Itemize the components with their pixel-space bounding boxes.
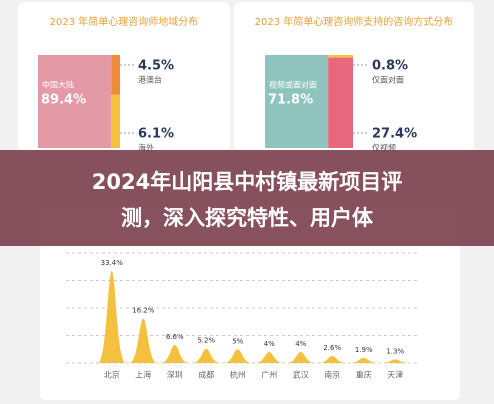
x-tick-label: 成都 (198, 370, 214, 380)
segment-name: 海外 (138, 143, 154, 153)
peak (223, 349, 252, 363)
peak (160, 344, 189, 363)
segment-name: 视频或面对面 (269, 80, 317, 90)
peak (192, 348, 221, 363)
x-tick-label: 武汉 (293, 370, 309, 380)
peak (318, 355, 347, 363)
segment-label: 71.8% (268, 93, 313, 108)
banner-text: 2024年山阳县中村镇最新项目评 (92, 170, 402, 194)
peak (255, 352, 284, 363)
x-tick-label: 南京 (324, 370, 340, 380)
peak (381, 359, 410, 363)
peak (97, 271, 126, 363)
segment (111, 94, 120, 148)
value-label: 4% (295, 340, 306, 348)
value-label: 5% (232, 337, 243, 345)
x-tick-label: 上海 (135, 370, 151, 380)
banner-text: 测，深入探究特性、用户体 (121, 206, 374, 230)
value-label: 6.6% (166, 333, 184, 341)
x-tick-label: 重庆 (356, 370, 372, 380)
segment (111, 55, 120, 95)
segment-name: 中国大陆 (42, 80, 74, 90)
segment (38, 55, 112, 148)
segment-label: 4.5% (138, 59, 174, 74)
segment-label: 89.4% (41, 93, 86, 108)
x-tick-label: 深圳 (167, 370, 183, 380)
chart-title: 2023 年简单心理咨询师地域分布 (50, 15, 199, 28)
value-label: 2.6% (323, 344, 341, 352)
segment (265, 55, 329, 148)
value-label: 4% (264, 340, 275, 348)
segment-label: 27.4% (372, 127, 417, 142)
segment-name: 港澳台 (138, 75, 162, 85)
segment-name: 仅视频 (372, 143, 396, 153)
segment-label: 6.1% (138, 127, 174, 142)
banner-line: 2024年山阳县中村镇最新项目评测，深入探究特性、用户体 (92, 170, 402, 230)
segment-name: 仅面对面 (372, 75, 404, 85)
peak (129, 318, 158, 363)
x-tick-label: 杭州 (230, 370, 246, 380)
value-label: 1.3% (386, 347, 404, 355)
segment-label: 0.8% (372, 59, 408, 74)
banner (0, 150, 494, 246)
value-label: 1.9% (355, 346, 373, 354)
value-label: 5.2% (197, 337, 215, 345)
chart-title: 2023 年简单心理咨询师支持的咨询方式分布 (255, 15, 454, 28)
x-tick-label: 北京 (104, 370, 120, 380)
value-label: 33.4% (101, 259, 124, 267)
segment (328, 57, 353, 148)
value-label: 16.2% (132, 306, 155, 314)
x-tick-label: 广州 (261, 370, 277, 380)
peak (349, 357, 378, 363)
x-tick-label: 天津 (387, 370, 403, 380)
segment (328, 55, 353, 58)
peak (286, 352, 315, 363)
